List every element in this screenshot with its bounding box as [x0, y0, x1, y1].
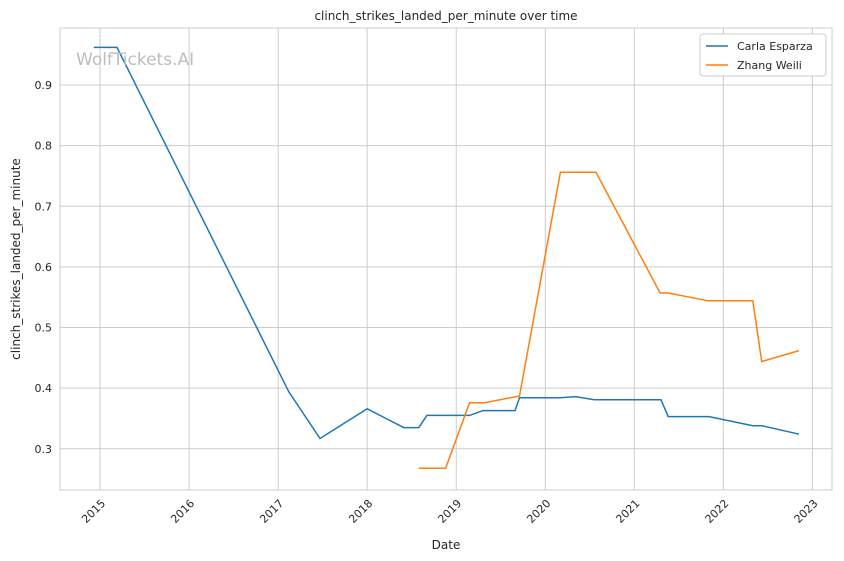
- y-tick-label: 0.9: [35, 79, 53, 92]
- chart-title: clinch_strikes_landed_per_minute over ti…: [314, 9, 577, 23]
- x-tick-label: 2017: [257, 497, 286, 526]
- x-tick-label: 2016: [168, 497, 197, 526]
- y-tick-label: 0.6: [35, 261, 53, 274]
- x-tick-label: 2015: [79, 497, 108, 526]
- legend-label-carla: Carla Esparza: [737, 40, 813, 53]
- x-tick-label: 2019: [435, 497, 464, 526]
- y-tick-label: 0.7: [35, 200, 53, 213]
- y-tick-label: 0.4: [35, 382, 53, 395]
- y-tick-label: 0.8: [35, 140, 53, 153]
- plot-frame: [59, 27, 833, 491]
- legend-box: [699, 33, 827, 77]
- y-tick-label: 0.5: [35, 322, 53, 335]
- x-tick-label: 2021: [613, 497, 642, 526]
- series-line-carla-esparza: [93, 46, 800, 440]
- x-axis-label: Date: [432, 538, 461, 552]
- legend: Carla Esparza Zhang Weili: [699, 33, 827, 77]
- watermark: WolfTickets.AI: [76, 50, 194, 70]
- x-tick-label: 2020: [524, 497, 553, 526]
- y-axis-label: clinch_strikes_landed_per_minute: [9, 158, 23, 360]
- legend-label-zhang: Zhang Weili: [737, 59, 802, 72]
- y-tick-label: 0.3: [35, 443, 53, 456]
- x-tick-label: 2018: [346, 497, 375, 526]
- x-tick-label: 2022: [702, 497, 731, 526]
- x-tick-label: 2023: [792, 497, 821, 526]
